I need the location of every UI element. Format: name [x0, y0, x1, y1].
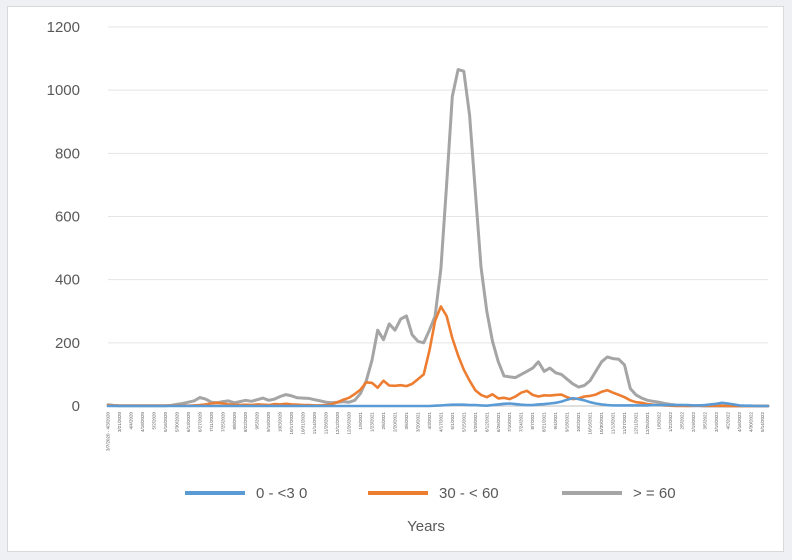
x-tick-label: 11/28/2020	[324, 412, 329, 435]
x-tick-label: 7/11/2020	[209, 412, 214, 432]
x-tick-label: 4/18/2020	[140, 412, 145, 433]
series-line-2	[106, 68, 770, 408]
x-tick-label: 1/9/2021	[358, 412, 363, 430]
x-tick-label: 9/4/2021	[553, 412, 558, 430]
x-tick-label: 2/20/2021	[392, 412, 397, 433]
x-tick-label: 3/6/2021	[404, 412, 409, 430]
x-tick-label: 11/13/2021	[611, 412, 616, 435]
legend: 0 - <3 0 30 - < 60 > = 60	[185, 485, 676, 502]
x-tick-label: 7/25/2020	[220, 412, 225, 433]
legend-label-2: > = 60	[633, 485, 676, 502]
x-tick-label: 5/15/2021	[461, 412, 466, 433]
x-tick-label: 10/17/2020	[289, 412, 294, 435]
x-tick-label: 8/8/2020	[232, 412, 237, 430]
x-axis-title: Years	[407, 518, 445, 535]
y-axis-tick-labels: 0 200 400 600 800 1000 1200	[47, 19, 80, 415]
x-tick-label: 5/30/2020	[174, 412, 179, 433]
y-tick-label: 1200	[47, 19, 80, 36]
x-tick-label: 3/5/2022	[702, 412, 707, 430]
x-tick-label: 4/16/2022	[737, 412, 742, 433]
x-tick-label: 8/21/2021	[542, 412, 547, 433]
x-axis-tick-labels: 3/7/2020 - 4/3/2020 3/21/2020 4/4/2020 4/18…	[106, 412, 765, 452]
x-tick-label: 8/22/2020	[243, 412, 248, 433]
x-tick-label: 12/25/2021	[645, 412, 650, 435]
x-tick-label: 3/7/2020 - 4/3/2020	[106, 412, 111, 452]
y-tick-label: 200	[55, 335, 80, 352]
x-tick-label: 4/4/2020	[128, 412, 133, 430]
x-tick-label: 9/5/2020	[255, 412, 260, 430]
x-tick-label: 6/12/2021	[484, 412, 489, 433]
x-tick-label: 11/14/2020	[312, 412, 317, 435]
x-tick-label: 10/3/2020	[278, 412, 283, 433]
x-tick-label: 10/30/2021	[599, 412, 604, 435]
legend-label-1: 30 - < 60	[439, 485, 499, 502]
x-tick-label: 10/31/2020	[301, 412, 306, 435]
series-lines	[106, 68, 770, 408]
x-tick-label: 3/20/2021	[415, 412, 420, 433]
x-tick-label: 5/2/2020	[151, 412, 156, 430]
x-tick-label: 5/1/2021	[450, 412, 455, 430]
y-tick-label: 600	[55, 209, 80, 226]
x-tick-label: 12/26/2020	[347, 412, 352, 435]
x-tick-label: 4/2/2022	[725, 412, 730, 430]
x-tick-label: 7/10/2021	[507, 412, 512, 433]
x-tick-label: 12/11/2021	[634, 412, 639, 435]
x-tick-label: 7/24/2021	[519, 412, 524, 433]
y-tick-label: 0	[72, 398, 80, 415]
x-tick-label: 4/17/2021	[438, 412, 443, 433]
x-tick-label: 12/12/2020	[335, 412, 340, 435]
x-tick-label: 4/3/2021	[427, 412, 432, 430]
x-tick-label: 1/23/2021	[370, 412, 375, 433]
x-tick-label: 5/29/2021	[473, 412, 478, 433]
x-tick-label: 11/27/2021	[622, 412, 627, 435]
x-tick-label: 2/5/2022	[679, 412, 684, 430]
x-tick-label: 6/27/2020	[197, 412, 202, 433]
series-line-0	[106, 396, 770, 408]
gridlines	[108, 26, 768, 407]
y-tick-label: 1000	[47, 82, 80, 99]
x-tick-label: 6/13/2020	[186, 412, 191, 433]
x-tick-label: 2/19/2022	[691, 412, 696, 433]
x-tick-label: 2/6/2021	[381, 412, 386, 430]
x-tick-label: 10/2/2021	[576, 412, 581, 433]
y-tick-label: 400	[55, 272, 80, 289]
x-tick-label: 8/7/2021	[530, 412, 535, 430]
x-tick-label: 10/16/2021	[588, 412, 593, 435]
x-tick-label: 6/26/2021	[496, 412, 501, 433]
y-tick-label: 800	[55, 145, 80, 162]
x-tick-label: 1/8/2022	[656, 412, 661, 430]
x-tick-label: 5/14/2022	[760, 412, 765, 433]
x-tick-label: 3/19/2022	[714, 412, 719, 433]
legend-label-0: 0 - <3 0	[256, 485, 307, 502]
x-tick-label: 9/18/2021	[565, 412, 570, 433]
x-tick-label: 9/19/2020	[266, 412, 271, 433]
series-line-1	[106, 305, 770, 408]
x-tick-label: 1/22/2022	[668, 412, 673, 433]
x-tick-label: 3/21/2020	[117, 412, 122, 433]
x-tick-label: 4/30/2022	[748, 412, 753, 433]
x-tick-label: 5/16/2020	[163, 412, 168, 433]
chart-frame	[7, 6, 784, 552]
